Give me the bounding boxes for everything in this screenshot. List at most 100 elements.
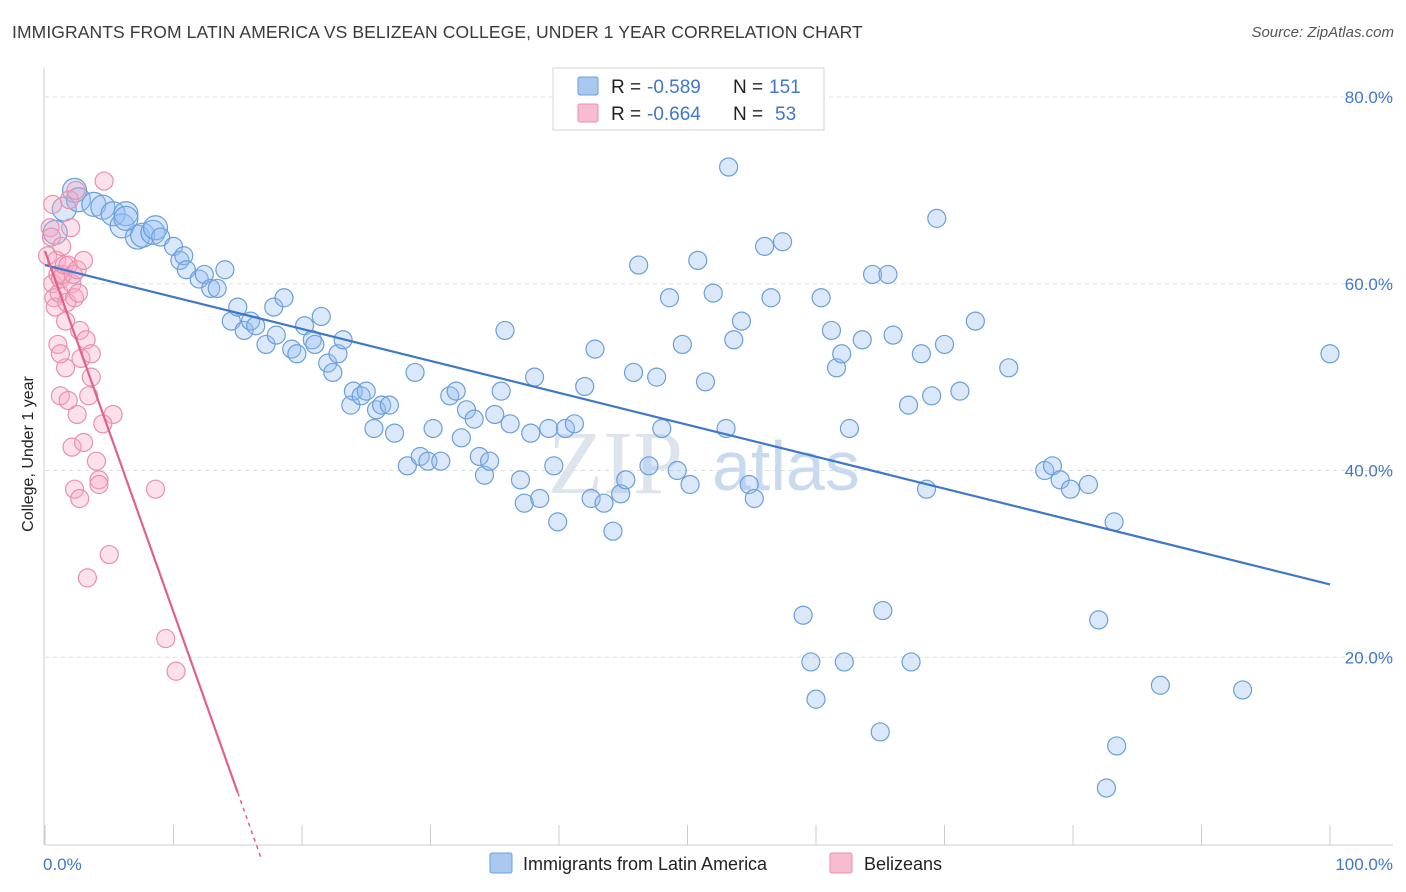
belizeans-point: [156, 628, 176, 649]
immigrants-point: [207, 278, 227, 299]
immigrants-point: [834, 652, 854, 672]
immigrants-point: [266, 325, 286, 345]
immigrants-point: [672, 334, 692, 355]
belizeans-point: [66, 180, 86, 200]
belizeans-point: [77, 568, 98, 588]
immigrants-point: [215, 260, 235, 280]
immigrants-point: [491, 381, 511, 401]
immigrants-point: [372, 395, 392, 415]
immigrants-point: [927, 208, 947, 228]
immigrants-point: [754, 236, 775, 256]
immigrants-point: [629, 255, 649, 275]
immigrants-point: [680, 474, 700, 495]
immigrants-point: [594, 493, 614, 513]
legend-r-label-blue: R =: [611, 77, 641, 98]
immigrants-point: [575, 376, 595, 397]
immigrants-point: [524, 367, 545, 387]
immigrants-point: [761, 288, 781, 308]
immigrants-point: [446, 381, 466, 401]
belizeans-point: [99, 544, 119, 565]
immigrants-point: [1089, 610, 1109, 630]
immigrants-point: [639, 456, 659, 476]
legend-swatch-pink: [577, 103, 599, 123]
immigrants-point: [151, 227, 171, 247]
immigrants-point: [999, 358, 1019, 378]
immigrants-point: [870, 722, 890, 742]
immigrants-point: [1078, 474, 1099, 495]
immigrants-point: [464, 409, 484, 429]
legend-r-value-pink: -0.664: [647, 104, 701, 125]
axes: [43, 68, 1393, 846]
immigrants-point: [719, 157, 739, 177]
immigrants-point: [950, 381, 970, 401]
belizeans-point: [52, 236, 72, 256]
immigrants-point: [451, 428, 471, 448]
belizeans-point: [73, 432, 94, 453]
immigrants-point: [652, 418, 672, 439]
y-tick-label: 60.0%: [1345, 275, 1393, 294]
immigrants-point: [274, 288, 294, 308]
immigrants-point: [539, 418, 559, 439]
immigrants-point: [667, 460, 687, 481]
chart-source: Source: ZipAtlas.com: [1251, 24, 1394, 41]
immigrants-point: [431, 451, 451, 471]
legend-n-label-blue: N =: [733, 77, 763, 98]
legend-n-label-pink: N =: [733, 104, 763, 125]
belizeans-point: [43, 194, 63, 214]
immigrants-point: [323, 362, 343, 383]
immigrants-point: [793, 605, 813, 625]
immigrants-point: [510, 470, 531, 490]
belizeans-point: [61, 218, 81, 238]
immigrants-point: [965, 311, 985, 331]
immigrants-point: [901, 652, 921, 672]
immigrants-point: [724, 330, 744, 350]
immigrants-point: [659, 288, 680, 308]
immigrants-point: [744, 488, 764, 509]
immigrants-point: [500, 414, 520, 434]
watermark-atlas: atlas: [712, 427, 860, 505]
immigrants-point: [1107, 736, 1127, 756]
legend-bottom-swatch-belizeans: [829, 852, 853, 874]
immigrants-point: [703, 283, 723, 303]
immigrants-point: [1233, 680, 1253, 700]
series-immigrants-points: [42, 157, 1340, 798]
y-tick-labels: 20.0% 40.0% 60.0% 80.0%: [1345, 88, 1393, 667]
immigrants-point: [688, 250, 708, 271]
immigrants-point: [495, 320, 515, 341]
immigrants-point: [811, 288, 831, 308]
belizeans-point: [89, 470, 109, 490]
belizeans-point: [145, 479, 166, 499]
immigrants-point: [530, 488, 550, 509]
immigrants-point: [801, 652, 821, 672]
y-tick-label: 20.0%: [1345, 648, 1393, 667]
legend-bottom-label-immigrants: Immigrants from Latin America: [523, 854, 768, 874]
immigrants-point: [113, 205, 139, 231]
belizeans-point: [89, 474, 109, 495]
immigrants-point: [544, 456, 564, 476]
immigrants-point: [514, 493, 534, 513]
immigrants-point: [1096, 778, 1117, 798]
belizeans-point: [86, 451, 107, 471]
immigrants-point: [142, 215, 169, 241]
immigrants-point: [911, 344, 931, 364]
immigrants-point: [485, 404, 505, 425]
immigrants-point: [548, 512, 568, 532]
immigrants-point: [832, 344, 852, 364]
belizeans-point: [67, 404, 87, 425]
immigrants-point: [581, 488, 601, 509]
belizeans-point: [81, 367, 101, 387]
immigrants-point: [201, 278, 221, 299]
immigrants-point: [862, 264, 883, 285]
immigrants-point: [623, 362, 644, 383]
y-axis-label: College, Under 1 year: [20, 376, 37, 532]
belizeans-point: [62, 437, 82, 457]
belizeans-point: [50, 344, 71, 364]
immigrants-point: [397, 456, 417, 476]
belizeans-point: [79, 386, 99, 406]
immigrants-point: [922, 386, 942, 406]
belizeans-point: [64, 479, 85, 499]
y-tick-label: 40.0%: [1345, 462, 1393, 481]
immigrants-point: [234, 320, 254, 341]
trend-line-belizeans-extension: [237, 792, 262, 858]
immigrants-point: [1320, 344, 1340, 364]
